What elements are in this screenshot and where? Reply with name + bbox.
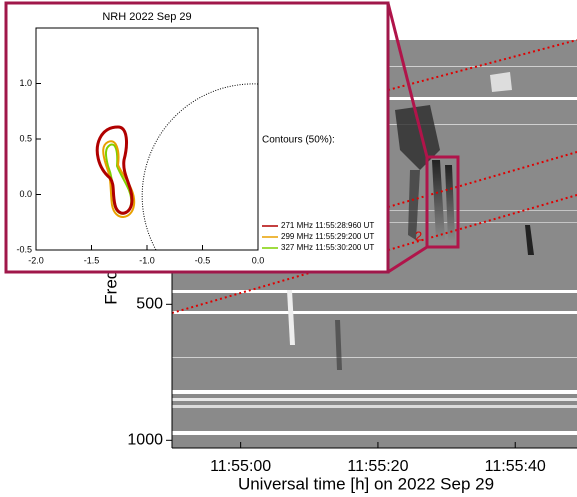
annotation: 2 — [415, 228, 422, 243]
x-tick-label: -1.5 — [84, 255, 100, 265]
y-tick-label: 500 — [136, 296, 163, 313]
spectrogram-features — [287, 72, 534, 370]
x-axis-label: Universal time [h] on 2022 Sep 29 — [238, 474, 494, 493]
legend-label: 327 MHz 11:55:30:200 UT — [281, 243, 374, 252]
x-tick-label: -1.0 — [139, 255, 155, 265]
contour — [102, 140, 136, 218]
x-tick-label: 11:55:00 — [210, 458, 271, 475]
legend-label: 271 MHz 11:55:28:960 UT — [281, 221, 374, 230]
y-tick-label: 1000 — [127, 432, 163, 449]
y-tick-label: -0.5 — [16, 244, 32, 254]
y-tick-label: 0.0 — [19, 189, 32, 199]
contour — [95, 125, 134, 215]
x-tick-label: 11:55:40 — [485, 458, 546, 475]
inset-frame — [4, 1, 390, 274]
x-tick-label: -0.5 — [195, 255, 211, 265]
x-tick-label: -2.0 — [28, 255, 44, 265]
y-tick-label: 1.0 — [19, 78, 32, 88]
x-tick-label: 0.0 — [252, 255, 265, 265]
contour-panel: NRH 2022 Sep 29 Contours (50%): -2.0 -1.5… — [4, 1, 390, 274]
chart-title: NRH 2022 Sep 29 — [102, 11, 191, 23]
y-tick-label: 0.5 — [19, 133, 32, 143]
solar-limb — [141, 83, 259, 251]
legend-title: Contours (50%): — [262, 135, 335, 146]
x-tick-label: 11:55:20 — [347, 458, 408, 475]
legend-label: 299 MHz 11:55:29:200 UT — [281, 232, 374, 241]
